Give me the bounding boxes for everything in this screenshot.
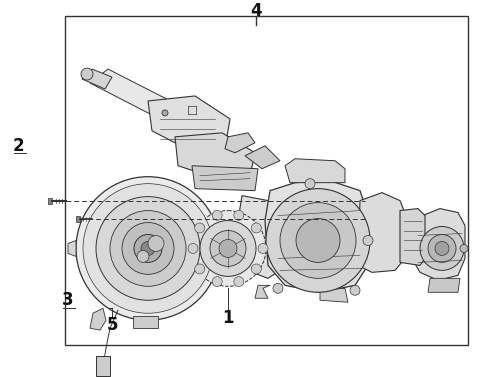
Circle shape [428, 234, 456, 262]
Bar [65, 16, 468, 345]
Circle shape [219, 239, 237, 257]
Polygon shape [320, 288, 348, 302]
Polygon shape [82, 69, 112, 89]
Circle shape [212, 277, 222, 287]
Text: 4: 4 [250, 2, 262, 20]
Polygon shape [428, 278, 460, 292]
Polygon shape [358, 193, 408, 272]
Circle shape [76, 177, 220, 320]
Circle shape [195, 223, 204, 233]
Circle shape [162, 110, 168, 116]
Circle shape [280, 202, 356, 278]
Polygon shape [175, 133, 255, 183]
Text: 3: 3 [62, 291, 74, 309]
Circle shape [188, 244, 198, 253]
Polygon shape [255, 285, 270, 298]
Circle shape [190, 211, 266, 286]
Polygon shape [285, 159, 345, 183]
Circle shape [252, 264, 261, 274]
Polygon shape [192, 166, 258, 191]
Circle shape [460, 244, 468, 253]
Circle shape [110, 211, 186, 286]
Circle shape [200, 221, 256, 276]
Circle shape [296, 219, 340, 262]
Circle shape [252, 223, 261, 233]
Circle shape [420, 227, 464, 270]
Circle shape [148, 236, 164, 251]
Circle shape [212, 210, 222, 220]
Polygon shape [265, 181, 370, 292]
Circle shape [234, 277, 244, 287]
Circle shape [350, 285, 360, 295]
Text: 2: 2 [12, 137, 24, 155]
Polygon shape [133, 316, 158, 328]
Circle shape [122, 222, 174, 274]
Circle shape [363, 236, 373, 245]
Circle shape [134, 234, 162, 262]
Circle shape [266, 188, 370, 292]
Polygon shape [76, 216, 80, 222]
Circle shape [305, 179, 315, 188]
Polygon shape [400, 208, 425, 265]
Polygon shape [96, 356, 110, 376]
Polygon shape [245, 146, 280, 169]
Polygon shape [90, 308, 106, 330]
Polygon shape [68, 241, 76, 256]
Circle shape [195, 264, 204, 274]
Circle shape [273, 284, 283, 293]
Polygon shape [412, 208, 465, 280]
Polygon shape [48, 198, 52, 204]
Text: 5: 5 [106, 316, 118, 334]
Circle shape [234, 210, 244, 220]
Circle shape [210, 230, 246, 267]
Text: 1: 1 [222, 309, 234, 327]
Circle shape [96, 197, 200, 300]
Polygon shape [148, 96, 230, 156]
Circle shape [258, 244, 268, 253]
Polygon shape [225, 133, 255, 153]
Circle shape [137, 250, 149, 262]
Polygon shape [238, 196, 282, 278]
Circle shape [83, 184, 213, 313]
Circle shape [81, 68, 93, 80]
Circle shape [141, 242, 155, 256]
Polygon shape [90, 69, 190, 127]
Circle shape [435, 242, 449, 256]
